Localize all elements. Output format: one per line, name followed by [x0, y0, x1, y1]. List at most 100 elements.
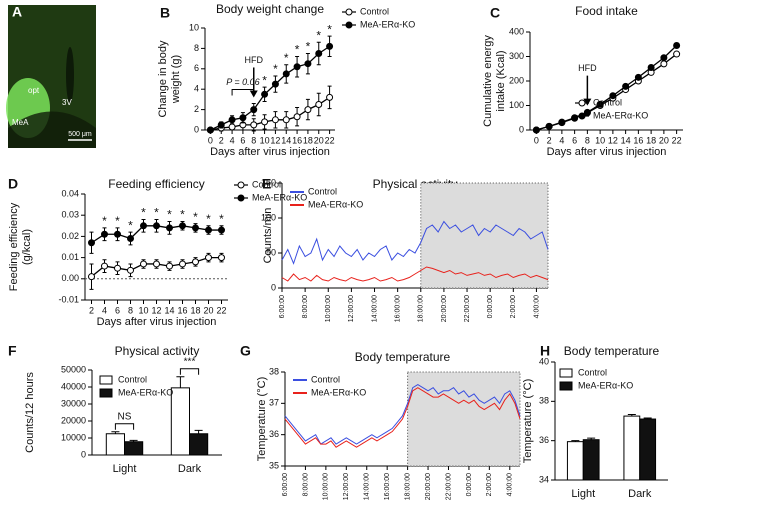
y-tick-label: 38	[269, 366, 279, 376]
legend-label: Control	[311, 374, 340, 384]
data-point	[293, 113, 301, 121]
significance-star: *	[219, 212, 224, 226]
arrow-label: HFD	[578, 63, 597, 73]
data-point	[192, 258, 199, 266]
x-tick-label: 16:00:00	[384, 473, 391, 500]
x-tick-label: 6	[572, 135, 577, 145]
x-tick-label: 20	[203, 305, 213, 315]
data-point	[609, 92, 617, 100]
panel-letter: G	[240, 343, 251, 359]
significance-star: *	[154, 206, 159, 220]
legend-label: MeA-ERα-KO	[118, 387, 173, 397]
legend-marker	[578, 112, 586, 120]
x-tick-label: 0	[534, 135, 539, 145]
data-point	[206, 126, 214, 134]
data-point	[88, 239, 95, 247]
x-tick-label: 14	[621, 135, 631, 145]
legend-label: Control	[360, 6, 389, 16]
data-point	[250, 106, 258, 114]
y-tick-label: 6	[194, 63, 199, 73]
x-tick-label: 10	[595, 135, 605, 145]
bar	[170, 387, 191, 456]
data-point	[583, 108, 591, 116]
data-point	[596, 100, 604, 108]
x-tick-label: Light	[571, 488, 595, 500]
x-tick-label: Dark	[178, 463, 202, 475]
data-point	[218, 254, 225, 262]
error-bar	[111, 431, 120, 434]
panel-letter: C	[490, 5, 500, 21]
y-tick-label: 0	[519, 124, 524, 134]
data-point	[114, 264, 121, 272]
data-point	[192, 224, 199, 232]
legend-swatch	[99, 375, 113, 385]
y-tick-label: 37	[269, 398, 279, 408]
y-axis-label: Temperature (°C)	[256, 377, 268, 461]
x-tick-label: Light	[113, 463, 137, 475]
significance-star: *	[262, 73, 267, 87]
panel-letter: A	[12, 4, 22, 20]
data-point	[532, 126, 540, 134]
data-point	[326, 42, 334, 50]
y-axis-label: intake (Kcal)	[495, 50, 507, 111]
dark-region	[8, 111, 96, 148]
y-axis-label: Counts/min	[262, 208, 274, 264]
chart-title: Feeding efficiency	[108, 177, 205, 191]
data-point	[293, 63, 301, 71]
data-point	[282, 70, 290, 78]
x-tick-label: 20:00:00	[425, 473, 432, 500]
y-axis-label: Counts/12 hours	[24, 372, 36, 453]
x-tick-label: 10:00:00	[323, 473, 330, 500]
panel-letter: B	[160, 5, 170, 21]
x-tick-label: 0:00:00	[487, 295, 494, 318]
x-tick-label: 14	[164, 305, 174, 315]
significance-star: *	[193, 210, 198, 224]
data-point	[140, 222, 147, 230]
series-line	[284, 387, 521, 448]
y-axis-label: Feeding efficiency	[8, 202, 20, 291]
y-tick-label: 2	[194, 104, 199, 114]
legend-marker	[578, 99, 586, 107]
y-axis-label: Cumulative energy	[482, 35, 494, 127]
x-tick-label: 8	[585, 135, 590, 145]
y-tick-label: 40000	[61, 381, 86, 391]
x-tick-label: 18:00:00	[404, 473, 411, 500]
x-axis-label: Days after virus injection	[547, 146, 667, 158]
y-tick-label: 8	[194, 43, 199, 53]
dark-phase	[407, 371, 521, 467]
x-tick-label: 8	[128, 305, 133, 315]
significance-star: *	[128, 218, 133, 232]
x-tick-label: 20	[314, 135, 324, 145]
y-tick-label: -0.01	[58, 294, 79, 304]
data-point	[326, 93, 334, 101]
y-tick-label: 34	[539, 474, 549, 484]
bracket-label: ***	[184, 356, 196, 367]
x-tick-label: 20:00:00	[441, 295, 448, 322]
y-tick-label: 400	[509, 26, 524, 36]
y-tick-label: 4	[194, 84, 199, 94]
x-tick-label: 18:00:00	[418, 295, 425, 322]
x-tick-label: 0	[208, 135, 213, 145]
x-tick-label: 6:00:00	[282, 473, 289, 496]
legend-label: MeA-ERα-KO	[311, 387, 366, 397]
significance-star: *	[167, 208, 172, 222]
legend-label: Control	[308, 186, 337, 196]
data-point	[205, 254, 212, 262]
y-tick-label: 300	[509, 51, 524, 61]
legend-swatch	[559, 381, 573, 391]
data-point	[315, 50, 323, 57]
y-tick-label: 100	[261, 212, 276, 222]
chart-title: Body temperature	[564, 344, 660, 358]
x-tick-label: 18	[303, 135, 313, 145]
x-tick-label: 6	[240, 135, 245, 145]
y-tick-label: 35	[269, 460, 279, 470]
x-tick-label: 8	[251, 135, 256, 145]
y-tick-label: 0.03	[61, 210, 79, 220]
legend-label: MeA-ERα-KO	[252, 192, 307, 202]
dark-phase	[420, 182, 549, 289]
series-line	[210, 96, 330, 131]
data-point	[250, 121, 258, 129]
data-point	[660, 54, 668, 62]
data-point	[261, 90, 269, 98]
